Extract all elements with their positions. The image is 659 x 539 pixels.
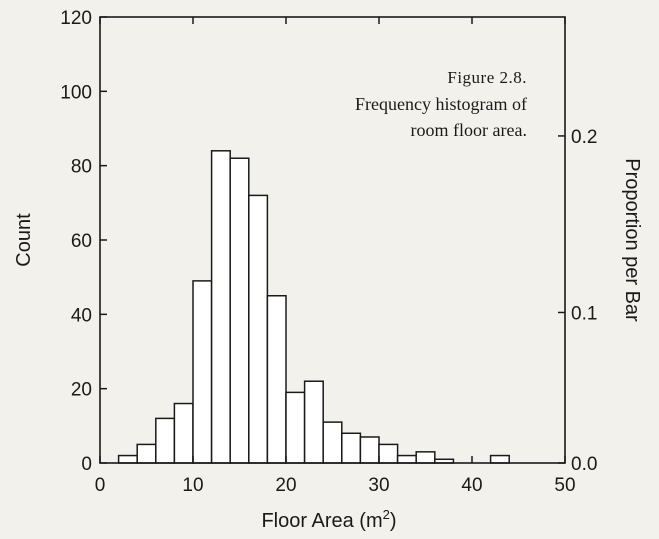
histogram-bar bbox=[155, 417, 176, 464]
plot-frame bbox=[99, 16, 566, 464]
y-tick-label-left: 100 bbox=[60, 82, 92, 103]
x-axis-title-superscript: 2 bbox=[383, 507, 390, 522]
x-tick-label: 30 bbox=[368, 475, 389, 496]
x-tick-label: 20 bbox=[275, 475, 296, 496]
y-tick-label-left: 40 bbox=[71, 305, 92, 326]
caption-line-2: room floor area. bbox=[411, 120, 527, 140]
y-tick-label-right: 0.1 bbox=[571, 303, 597, 324]
y-tick-label-left: 0 bbox=[81, 454, 92, 475]
histogram-bar bbox=[266, 295, 287, 464]
x-tick-label: 40 bbox=[461, 475, 482, 496]
y-axis-title-left: Count bbox=[13, 213, 35, 267]
histogram-bar bbox=[173, 402, 194, 464]
x-tick-label: 10 bbox=[182, 475, 203, 496]
caption-line-1: Frequency histogram of bbox=[355, 94, 527, 114]
y-axis-title-right: Proportion per Bar bbox=[621, 158, 643, 322]
y-tick-label-right: 0.0 bbox=[571, 454, 597, 475]
bars-group bbox=[117, 150, 510, 464]
y-tick-label-left: 80 bbox=[71, 157, 92, 178]
histogram-bar bbox=[341, 432, 362, 464]
histogram-bar bbox=[136, 443, 157, 464]
y-tick-label-left: 120 bbox=[60, 8, 92, 29]
figure-label: Figure 2.8. bbox=[447, 68, 527, 87]
x-axis-title: Floor Area (m2) bbox=[261, 507, 396, 532]
histogram-bar bbox=[229, 157, 250, 464]
y-tick-label-right: 0.2 bbox=[571, 127, 597, 148]
histogram-bar bbox=[192, 280, 213, 464]
y-tick-label-left: 20 bbox=[71, 380, 92, 401]
y-tick-label-left: 60 bbox=[71, 231, 92, 252]
x-axis-title-main: Floor Area (m bbox=[261, 510, 382, 532]
x-tick-label: 50 bbox=[554, 475, 575, 496]
x-axis-title-suffix: ) bbox=[390, 510, 397, 532]
histogram-bar bbox=[396, 454, 417, 464]
histogram-bar bbox=[303, 380, 324, 464]
histogram-bar bbox=[322, 421, 343, 464]
histogram-bar bbox=[489, 454, 510, 464]
histogram-bar bbox=[415, 451, 436, 464]
histogram-bar bbox=[248, 194, 269, 464]
histogram-bar bbox=[210, 150, 231, 464]
histogram-bar bbox=[285, 391, 306, 464]
histogram-bar bbox=[117, 454, 138, 464]
histogram-bar bbox=[359, 436, 380, 464]
x-tick-label: 0 bbox=[95, 475, 106, 496]
histogram-bar bbox=[378, 443, 399, 464]
